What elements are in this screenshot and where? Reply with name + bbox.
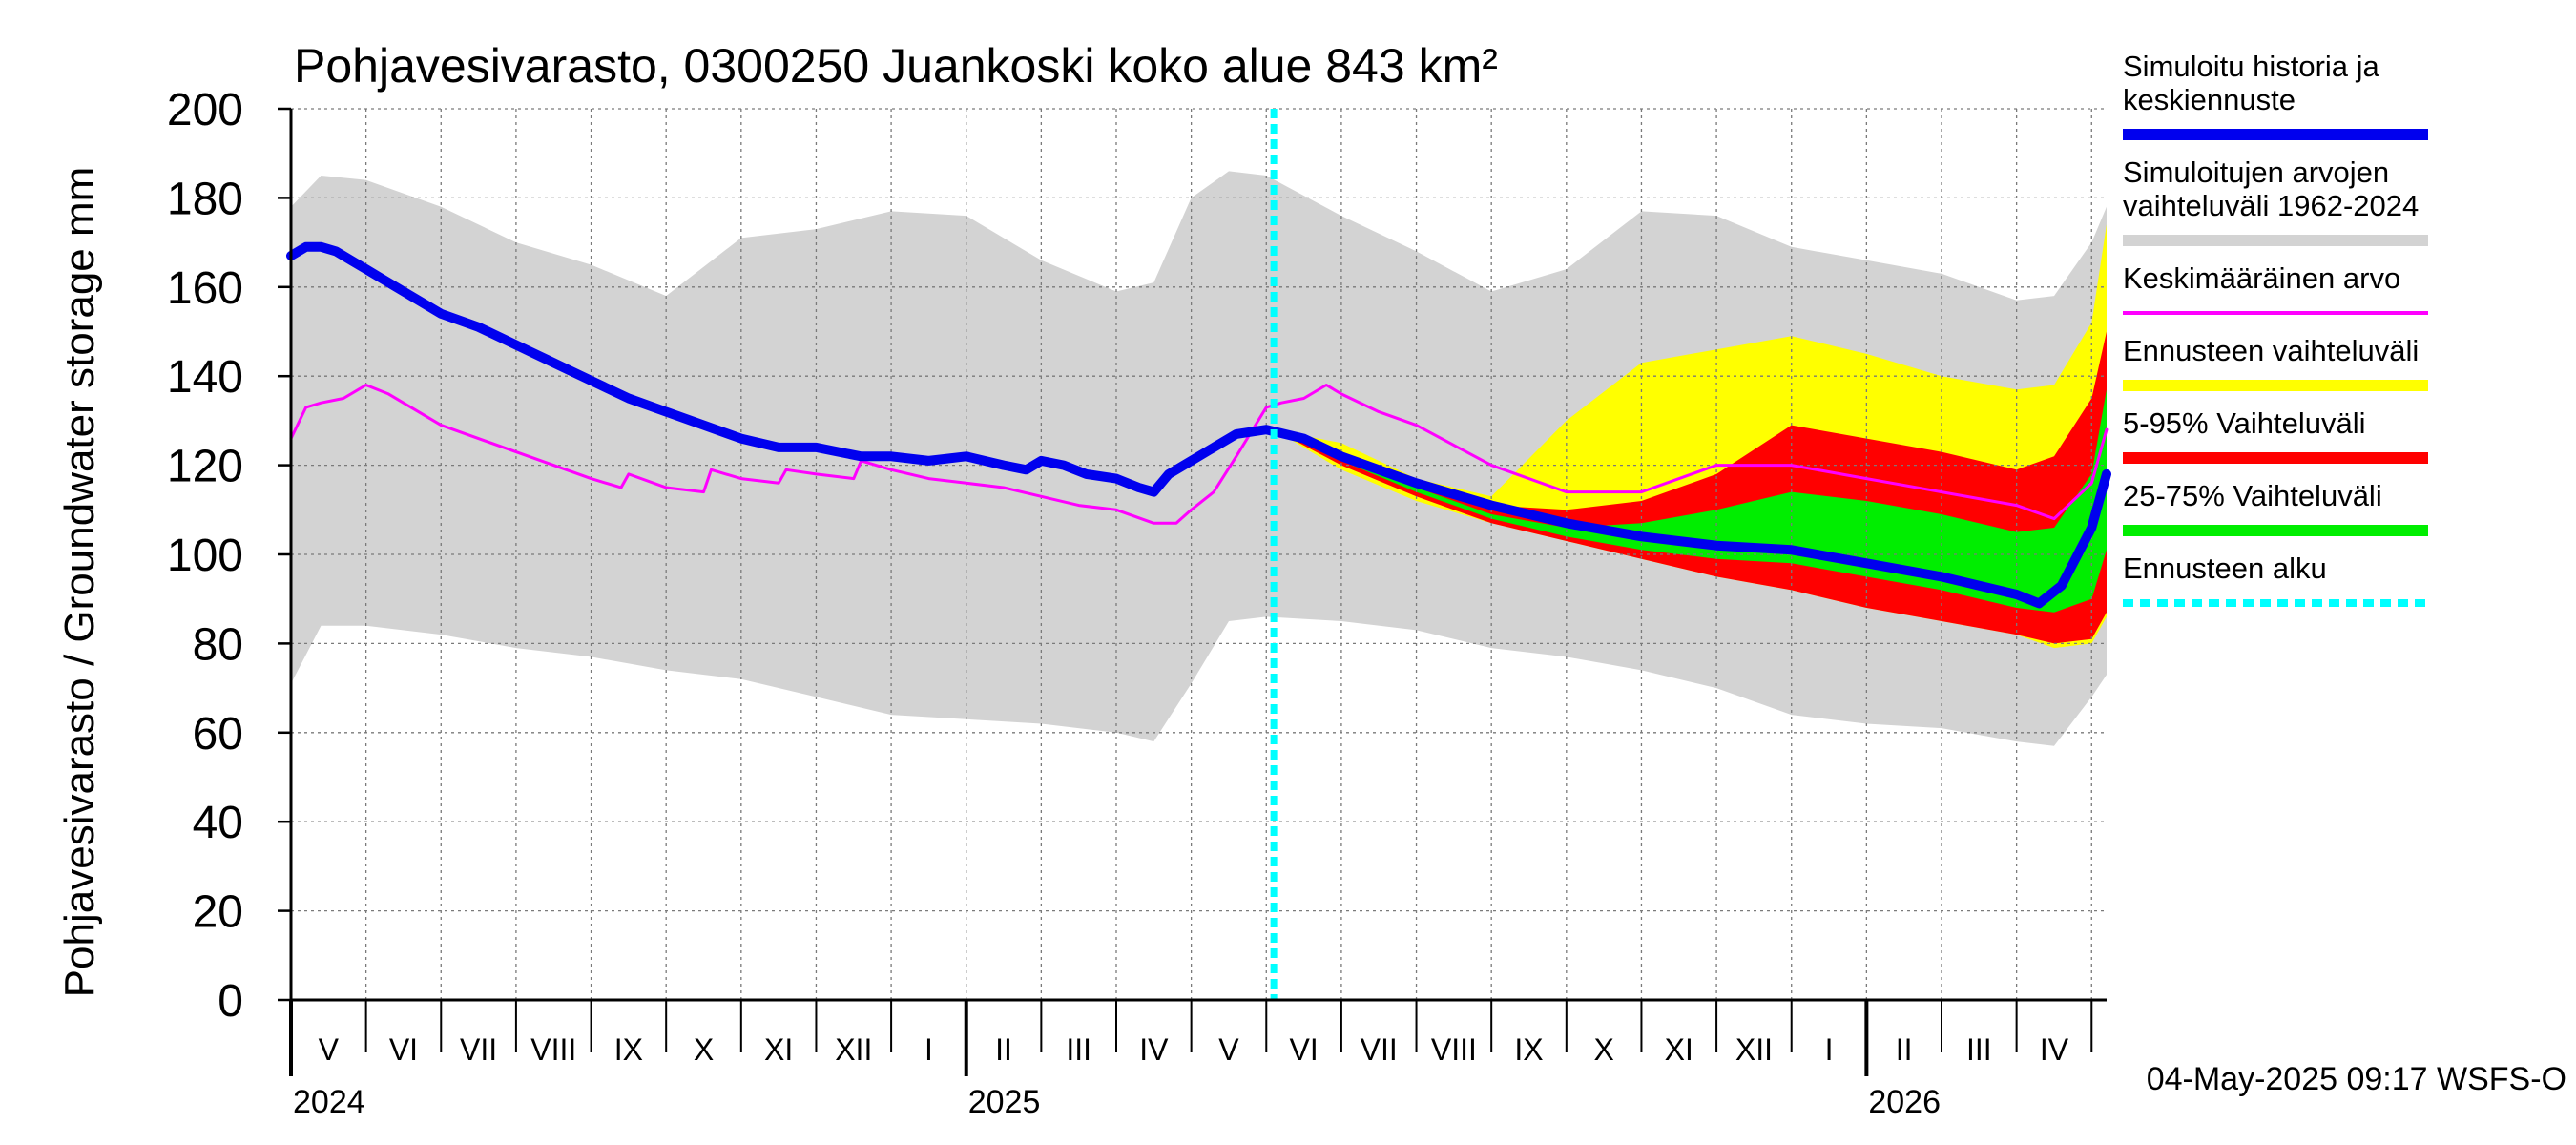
legend-label: 25-75% Vaihteluväli [2123,479,2382,512]
y-tick-label: 60 [193,709,243,760]
y-tick-label: 140 [167,352,243,403]
y-tick-label: 80 [193,619,243,670]
month-label: V [1218,1032,1239,1067]
month-label: VII [1361,1032,1398,1067]
month-label: VIII [530,1032,576,1067]
month-label: I [1825,1032,1834,1067]
y-tick-label: 0 [218,976,243,1027]
year-label: 2026 [1868,1084,1941,1120]
month-label: X [694,1032,714,1067]
y-axis-ticks: 0 20 40 60 80 100 120 140 160 180 200 [167,85,291,1027]
month-label: II [995,1032,1012,1067]
chart-title: Pohjavesivarasto, 0300250 Juankoski koko… [294,39,1498,93]
month-label: VIII [1431,1032,1477,1067]
y-tick-label: 40 [193,798,243,848]
month-label: VI [1289,1032,1318,1067]
legend-label: keskiennuste [2123,83,2296,116]
month-label: X [1593,1032,1613,1067]
timestamp-label: 04-May-2025 09:17 WSFS-O [2147,1061,2566,1097]
year-label: 2024 [293,1084,365,1120]
legend-label: 5-95% Vaihteluväli [2123,406,2365,440]
month-label: III [1066,1032,1091,1067]
month-label: IX [614,1032,643,1067]
year-label: 2025 [968,1084,1041,1120]
y-tick-label: 160 [167,263,243,314]
plot-lines [286,109,2111,1000]
month-label: VI [389,1032,418,1067]
month-label: IV [2040,1032,2069,1067]
legend-label: Simuloitujen arvojen [2123,156,2389,189]
month-label: III [1966,1032,1992,1067]
month-label: XII [1735,1032,1773,1067]
legend-label: Keskimääräinen arvo [2123,261,2400,295]
month-label: XI [764,1032,793,1067]
month-label: II [1896,1032,1913,1067]
series-line-1 [289,384,2109,525]
band-4 [1274,389,2107,613]
y-tick-label: 20 [193,887,243,938]
month-label: IV [1139,1032,1169,1067]
month-label: VII [460,1032,497,1067]
legend-label: Ennusteen alku [2123,552,2327,585]
legend-label: Ennusteen vaihteluväli [2123,334,2419,367]
y-tick-label: 180 [167,174,243,224]
y-tick-label: 200 [167,85,243,135]
plot-grid [291,108,2107,1000]
legend-label: vaihteluväli 1962-2024 [2123,189,2419,222]
y-tick-label: 100 [167,531,243,581]
y-axis-label: Pohjavesivarasto / Groundwater storage m… [56,167,103,998]
month-label: XI [1665,1032,1693,1067]
month-label: XII [835,1032,872,1067]
month-label: V [319,1032,340,1067]
month-label: I [924,1032,933,1067]
y-tick-label: 120 [167,442,243,492]
series-line-2 [286,241,2111,609]
legend-label: Simuloitu historia ja [2123,50,2380,83]
month-label: IX [1514,1032,1543,1067]
